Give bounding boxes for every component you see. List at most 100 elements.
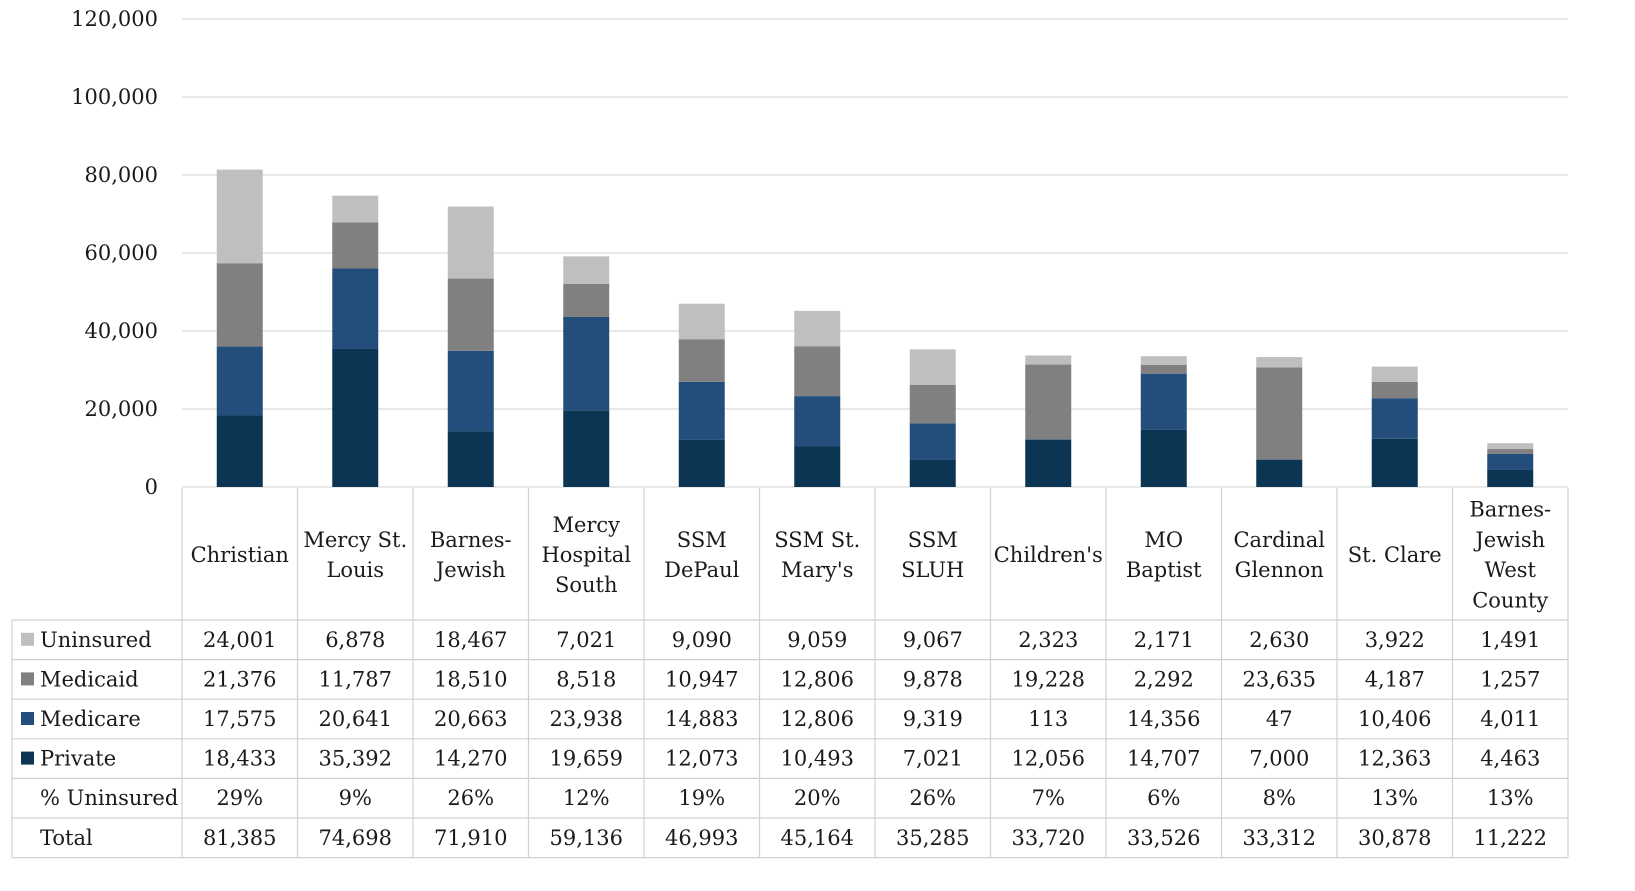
table-cell: 17,575 xyxy=(203,707,276,731)
table-cell: 23,635 xyxy=(1243,667,1316,691)
table-cell: 29% xyxy=(216,786,263,810)
table-cell: 26% xyxy=(447,786,494,810)
bar-medicaid xyxy=(794,346,841,397)
category-label-line: Mercy xyxy=(552,513,620,537)
bar-private xyxy=(1256,459,1303,487)
category-label-line: SLUH xyxy=(901,558,964,582)
category-label-line: SSM xyxy=(908,528,958,552)
table-cell: 2,323 xyxy=(1018,628,1078,652)
category-label-line: MO xyxy=(1144,528,1183,552)
bar-medicaid xyxy=(447,278,494,351)
table-cell: 33,312 xyxy=(1243,826,1316,850)
table-cell: 7,000 xyxy=(1249,747,1309,771)
category-label: St. Clare xyxy=(1348,543,1442,567)
table-cell: 12,363 xyxy=(1358,747,1431,771)
table-cell: 9,090 xyxy=(672,628,732,652)
category-label-line: Barnes- xyxy=(430,528,512,552)
bar-medicare xyxy=(794,396,841,447)
table-cell: 2,630 xyxy=(1249,628,1309,652)
table-cell: 10,947 xyxy=(665,667,738,691)
row-label: Uninsured xyxy=(40,628,152,652)
category-label: Children's xyxy=(994,543,1103,567)
table-cell: 26% xyxy=(909,786,956,810)
y-tick-label: 0 xyxy=(145,475,158,499)
category-label: SSM SLUH xyxy=(901,528,964,582)
bar-uninsured xyxy=(332,195,379,223)
bar-uninsured xyxy=(909,349,956,385)
bar-uninsured xyxy=(1487,443,1534,450)
category-label-line: County xyxy=(1472,588,1548,612)
table-cell: 10,406 xyxy=(1358,707,1431,731)
bar-medicaid xyxy=(332,222,379,269)
y-tick-label: 80,000 xyxy=(85,163,158,187)
table-cell: 11,787 xyxy=(319,667,392,691)
table-cell: 12,806 xyxy=(781,707,854,731)
bar-medicare xyxy=(332,268,379,349)
bar-uninsured xyxy=(678,303,725,340)
table-cell: 21,376 xyxy=(203,667,276,691)
data-table: Christian Mercy St. Louis Barnes- Jewish Merc… xyxy=(11,488,1569,859)
category-label-line: St. Clare xyxy=(1348,543,1442,567)
table-cell: 9% xyxy=(339,786,372,810)
bar-private xyxy=(678,439,725,487)
category-label-line: SSM xyxy=(677,528,727,552)
bar-private xyxy=(1025,439,1072,487)
row-label: Medicare xyxy=(40,707,141,731)
table-cell: 23,938 xyxy=(550,707,623,731)
table-cell: 18,510 xyxy=(434,667,507,691)
bar-private xyxy=(1140,429,1187,487)
table-cell: 20% xyxy=(794,786,841,810)
bar-private xyxy=(1487,469,1534,487)
table-cell: 12% xyxy=(563,786,610,810)
category-label-line: Christian xyxy=(191,543,289,567)
bar-private xyxy=(794,446,841,487)
bar-medicaid xyxy=(216,263,263,347)
bar-medicaid xyxy=(1487,449,1534,454)
bar-uninsured xyxy=(447,206,494,279)
table-cell: 6,878 xyxy=(325,628,385,652)
table-cell: 9,878 xyxy=(903,667,963,691)
category-label-line: South xyxy=(555,573,618,597)
table-cell: 33,720 xyxy=(1012,826,1085,850)
bar-medicare xyxy=(909,423,956,460)
category-label-line: Mercy St. xyxy=(303,528,407,552)
table-cell: 4,463 xyxy=(1480,747,1540,771)
legend-key xyxy=(21,672,34,686)
table-cell: 11,222 xyxy=(1474,826,1547,850)
bar-uninsured xyxy=(794,310,841,347)
table-cell: 13% xyxy=(1371,786,1418,810)
bar-medicaid xyxy=(678,339,725,382)
bars xyxy=(216,169,1534,487)
bar-uninsured xyxy=(563,256,610,284)
category-label: MO Baptist xyxy=(1126,528,1202,582)
table-cell: 14,270 xyxy=(434,747,507,771)
table-cell: 12,056 xyxy=(1012,747,1085,771)
table-cell: 74,698 xyxy=(319,826,392,850)
bar-uninsured xyxy=(1140,356,1187,365)
table-cell: 14,883 xyxy=(665,707,738,731)
bar-private xyxy=(447,431,494,487)
bar-medicare xyxy=(216,346,263,416)
table-cell: 35,285 xyxy=(896,826,969,850)
table-cell: 19% xyxy=(678,786,725,810)
table-cell: 4,187 xyxy=(1365,667,1425,691)
table-cell: 1,491 xyxy=(1480,628,1540,652)
bar-private xyxy=(216,415,263,487)
legend-key xyxy=(21,751,34,765)
table-cell: 8% xyxy=(1263,786,1296,810)
category-label-line: Glennon xyxy=(1235,558,1324,582)
category-label-line: DePaul xyxy=(664,558,739,582)
table-cell: 13% xyxy=(1487,786,1534,810)
table-cell: 8,518 xyxy=(556,667,616,691)
table-cell: 7% xyxy=(1032,786,1065,810)
table-cell: 46,993 xyxy=(665,826,738,850)
bar-medicare xyxy=(1487,453,1534,470)
table-cell: 24,001 xyxy=(203,628,276,652)
table-cell: 7,021 xyxy=(556,628,616,652)
category-label-line: Children's xyxy=(994,543,1103,567)
category-label-line: Jewish xyxy=(434,558,506,582)
category-label: Mercy Hospital South xyxy=(541,513,631,597)
table-cell: 9,319 xyxy=(903,707,963,731)
table-cell: 3,922 xyxy=(1365,628,1425,652)
